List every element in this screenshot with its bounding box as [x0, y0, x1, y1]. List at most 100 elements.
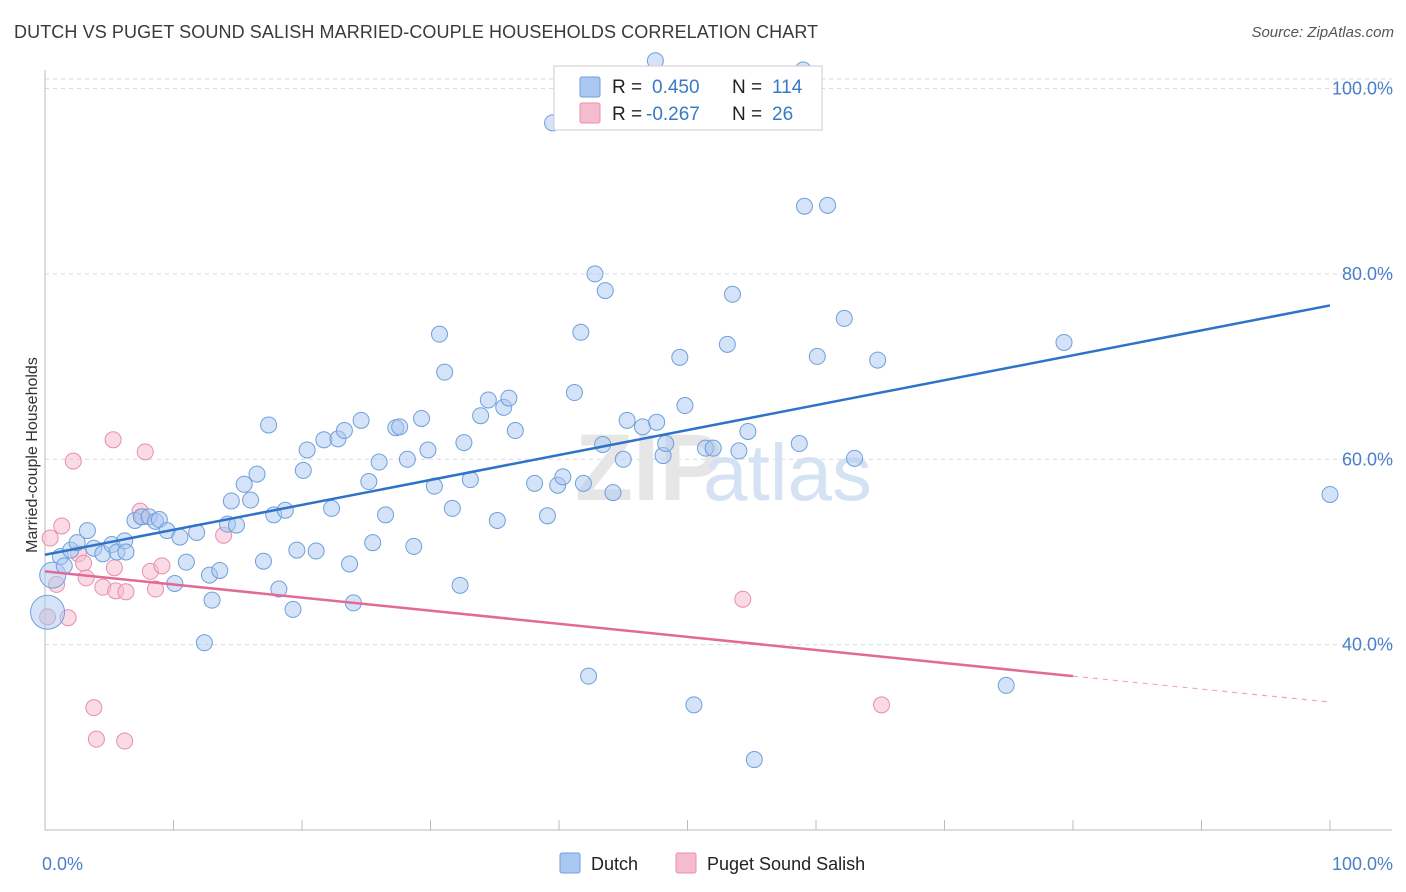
x-tick-labels: 0.0% 100.0%: [42, 854, 1393, 874]
salish-point: [116, 732, 134, 750]
dutch-point: [443, 499, 461, 517]
salish-point: [136, 443, 154, 461]
dutch-point: [294, 461, 312, 479]
dutch-point: [430, 325, 448, 343]
dutch-point: [488, 511, 506, 529]
dutch-point: [260, 416, 278, 434]
dutch-point: [288, 541, 306, 559]
legend-salish-r-label: R =: [612, 104, 642, 125]
dutch-point: [315, 431, 333, 449]
salish-point: [117, 583, 135, 601]
y-tick-label: 100.0%: [1332, 79, 1393, 99]
dutch-point: [298, 441, 316, 459]
dutch-point: [248, 465, 266, 483]
dutch-point: [538, 507, 556, 525]
salish-point: [85, 699, 103, 717]
dutch-point: [739, 422, 757, 440]
dutch-point: [718, 335, 736, 353]
chart-title: DUTCH VS PUGET SOUND SALISH MARRIED-COUP…: [14, 22, 819, 42]
grid-lines: [45, 78, 1392, 646]
dutch-point: [671, 348, 689, 366]
salish-point: [104, 431, 122, 449]
dutch-point: [526, 474, 544, 492]
salish-point: [87, 730, 105, 748]
stats-legend: R = 0.450 N = 114 R = -0.267 N = 26: [553, 65, 823, 131]
dutch-point: [745, 751, 763, 769]
dutch-point: [242, 491, 260, 509]
legend-dutch-r-label: R =: [612, 77, 642, 98]
dutch-point: [795, 197, 813, 215]
dutch-point: [171, 528, 189, 546]
legend-dutch-r-value: 0.450: [652, 77, 700, 98]
bottom-legend-salish-label: Puget Sound Salish: [707, 854, 865, 874]
dutch-point: [307, 542, 325, 560]
legend-salish-n-label: N =: [732, 104, 762, 125]
dutch-point: [596, 282, 614, 300]
dutch-point: [323, 499, 341, 517]
dutch-point: [203, 591, 221, 609]
dutch-point: [235, 475, 253, 493]
dutch-point: [436, 363, 454, 381]
y-tick-label: 80.0%: [1342, 264, 1393, 284]
dutch-point: [270, 580, 288, 598]
dutch-point: [574, 474, 592, 492]
dutch-point: [55, 557, 73, 575]
dutch-point: [360, 473, 378, 491]
watermark-zip: ZIP: [575, 415, 723, 521]
dutch-point: [676, 397, 694, 415]
dutch-point: [997, 676, 1015, 694]
dutch-point: [618, 411, 636, 429]
dutch-point: [604, 484, 622, 502]
dutch-point: [614, 450, 632, 468]
dutch-point: [479, 391, 497, 409]
dutch-point: [586, 265, 604, 283]
dutch-point: [723, 285, 741, 303]
dutch-point: [685, 696, 703, 714]
dutch-point: [419, 441, 437, 459]
salish-point: [64, 452, 82, 470]
trend-lines: [44, 304, 1331, 703]
dutch-point: [565, 384, 583, 402]
dutch-point: [391, 418, 409, 436]
axes: [44, 70, 1392, 831]
dutch-point: [1321, 485, 1339, 503]
y-axis-label: Married-couple Households: [24, 357, 41, 553]
salish-point: [873, 696, 891, 714]
dutch-point: [364, 534, 382, 552]
dutch-point: [704, 439, 722, 457]
dutch-point: [846, 449, 864, 467]
dutch-point: [78, 522, 96, 540]
x-tick-label: 0.0%: [42, 854, 83, 874]
x-tick-label: 100.0%: [1332, 854, 1393, 874]
dutch-point: [254, 552, 272, 570]
dutch-point: [634, 418, 652, 436]
legend-salish-n-value: 26: [772, 104, 793, 125]
dutch-point: [30, 594, 66, 630]
salish-point: [41, 529, 59, 547]
bottom-legend: Dutch Puget Sound Salish: [559, 852, 865, 874]
dutch-point: [554, 468, 572, 486]
dutch-point: [284, 600, 302, 618]
dutch-point: [341, 555, 359, 573]
watermark-atlas: atlas: [703, 428, 872, 517]
dutch-point: [572, 323, 590, 341]
dutch-point: [398, 450, 416, 468]
dutch-point: [177, 553, 195, 571]
legend-dutch-swatch: [579, 76, 601, 98]
dutch-point: [835, 309, 853, 327]
dutch-point: [335, 422, 353, 440]
salish-point: [77, 569, 95, 587]
dutch-point: [648, 413, 666, 431]
dutch-point: [472, 407, 490, 425]
dutch-points: [30, 52, 1339, 769]
dutch-point: [808, 347, 826, 365]
legend-salish-swatch: [579, 102, 601, 124]
salish-point: [53, 517, 71, 535]
bottom-legend-dutch-label: Dutch: [591, 854, 638, 874]
salish-point: [734, 590, 752, 608]
legend-dutch-n-label: N =: [732, 77, 762, 98]
dutch-point: [377, 506, 395, 524]
dutch-point: [869, 351, 887, 369]
salish-point: [153, 557, 171, 575]
dutch-point: [455, 434, 473, 452]
